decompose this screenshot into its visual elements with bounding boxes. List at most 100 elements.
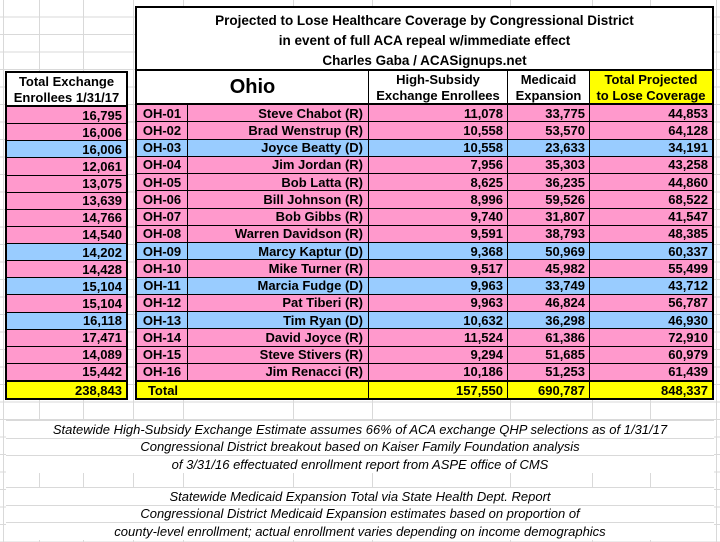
representative-name-cell: Bill Johnson (R) (188, 191, 369, 208)
total-exchange-enrollees-total-cell: 238,843 (7, 380, 126, 398)
high-subsidy-value-cell: 9,740 (369, 208, 508, 225)
total-coverage-value-cell: 55,499 (668, 260, 708, 276)
district-code-cell: OH-09 (137, 243, 188, 260)
district-row: OH-10 Mike Turner (R) 9,517 45,982 55,499 (137, 259, 712, 277)
high-subsidy-value-cell: 9,294 (369, 346, 508, 363)
total-label: Total (147, 382, 179, 398)
exchange-enrollees-cell: 16,006 (7, 123, 126, 141)
high-subsidy-value-cell: 9,963 (369, 294, 508, 311)
representative-name-cell: Steve Chabot (R) (188, 105, 369, 122)
high-subsidy-value-cell: 9,517 (369, 260, 508, 277)
high-subsidy-value-cell: 10,632 (369, 312, 508, 329)
exchange-enrollees-cell: 14,202 (7, 243, 126, 261)
exchange-enrollees-cell: 13,075 (7, 174, 126, 192)
table-header-row: Ohio High-Subsidy Exchange Enrollees Med… (137, 71, 712, 105)
state-name-cell: Ohio (137, 71, 369, 103)
medicaid-value-cell: 23,633 (508, 139, 590, 156)
total-projected-header-line2: to Lose Coverage (596, 88, 706, 103)
exchange-enrollees-cell: 16,795 (7, 107, 126, 124)
exchange-enrollees-cell: 14,540 (7, 225, 126, 243)
footnote-line: Congressional District Medicaid Expansio… (6, 504, 714, 522)
district-code-cell: OH-06 (137, 191, 188, 208)
total-coverage-value-cell: 43,258 (668, 157, 708, 173)
column-header-high-subsidy: High-Subsidy Exchange Enrollees (369, 71, 508, 103)
representative-name-cell: Tim Ryan (D) (188, 312, 369, 329)
medicaid-header-line1: Medicaid (520, 72, 577, 87)
total-exchange-enrollees-header: Total Exchange Enrollees 1/31/17 (7, 73, 126, 107)
district-code-cell: OH-14 (137, 329, 188, 346)
district-row: OH-12 Pat Tiberi (R) 9,963 46,824 56,787 (137, 293, 712, 311)
exchange-enrollees-cell: 15,104 (7, 294, 126, 312)
left-panel-rows: 16,795 16,006 16,006 12,061 13,075 13,639 14,7… (7, 107, 126, 380)
exchange-enrollees-cell: 14,428 (7, 260, 126, 278)
district-code-cell: OH-01 (137, 105, 188, 122)
medicaid-value-cell: 36,298 (508, 312, 590, 329)
district-code-cell: OH-10 (137, 260, 188, 277)
exchange-enrollees-cell: 16,006 (7, 140, 126, 158)
medicaid-value-cell: 35,303 (508, 156, 590, 173)
representative-name-cell: Brad Wenstrup (R) (188, 122, 369, 139)
total-medicaid-cell: 690,787 (508, 382, 590, 398)
exchange-enrollees-cell: 16,118 (7, 311, 126, 329)
exchange-enrollees-cell: 15,442 (7, 362, 126, 380)
representative-name-cell: Bob Latta (R) (188, 174, 369, 191)
total-coverage-value-cell: 60,337 (668, 243, 708, 259)
high-subsidy-value-cell: 11,524 (369, 329, 508, 346)
medicaid-value-cell: 59,526 (508, 191, 590, 208)
total-exchange-header-line2: Enrollees 1/31/17 (13, 90, 120, 105)
district-code-cell: OH-02 (137, 122, 188, 139)
medicaid-value-cell: 36,235 (508, 174, 590, 191)
total-coverage-value-cell: 46,930 (668, 312, 708, 328)
total-coverage-value-cell: 72,910 (668, 329, 708, 345)
medicaid-value-cell: 51,253 (508, 363, 590, 380)
high-subsidy-value-cell: 9,963 (369, 277, 508, 294)
total-high-subsidy-cell: 157,550 (369, 382, 508, 398)
high-subsidy-value-cell: 7,956 (369, 156, 508, 173)
exchange-enrollees-cell: 13,639 (7, 191, 126, 209)
exchange-enrollees-cell: 14,766 (7, 208, 126, 226)
footnote-block-exchange: Statewide High-Subsidy Exchange Estimate… (6, 420, 714, 473)
table-total-row: Total 157,550 690,787 848,337 (137, 380, 712, 398)
exchange-enrollees-cell: 17,471 (7, 328, 126, 346)
representative-name-cell: Bob Gibbs (R) (188, 208, 369, 225)
district-row: OH-13 Tim Ryan (D) 10,632 36,298 46,930 (137, 311, 712, 329)
representative-name-cell: Mike Turner (R) (188, 260, 369, 277)
district-code-cell: OH-15 (137, 346, 188, 363)
medicaid-value-cell: 31,807 (508, 208, 590, 225)
total-coverage-cell: 848,337 (661, 382, 708, 398)
total-coverage-value-cell: 61,439 (668, 364, 708, 380)
medicaid-value-cell: 33,775 (508, 105, 590, 122)
medicaid-value-cell: 38,793 (508, 225, 590, 242)
high-subsidy-header-line2: Exchange Enrollees (376, 88, 500, 103)
representative-name-cell: Marcia Fudge (D) (188, 277, 369, 294)
high-subsidy-value-cell: 9,591 (369, 225, 508, 242)
district-row: OH-16 Jim Renacci (R) 10,186 51,253 61,439 (137, 362, 712, 380)
district-row: OH-15 Steve Stivers (R) 9,294 51,685 60,979 (137, 345, 712, 363)
total-coverage-value-cell: 68,522 (668, 191, 708, 207)
high-subsidy-value-cell: 8,996 (369, 191, 508, 208)
district-code-cell: OH-12 (137, 294, 188, 311)
total-coverage-value-cell: 56,787 (668, 295, 708, 311)
medicaid-value-cell: 61,386 (508, 329, 590, 346)
representative-name-cell: Warren Davidson (R) (188, 225, 369, 242)
district-row: OH-09 Marcy Kaptur (D) 9,368 50,969 60,337 (137, 242, 712, 260)
medicaid-header-line2: Expansion (515, 88, 582, 103)
footnote-line: of 3/31/16 effectuated enrollment report… (6, 455, 714, 473)
high-subsidy-value-cell: 11,078 (369, 105, 508, 122)
table-title-line3: Charles Gaba / ACASignups.net (322, 53, 527, 68)
total-coverage-value-cell: 64,128 (668, 122, 708, 138)
high-subsidy-value-cell: 10,558 (369, 139, 508, 156)
total-coverage-value-cell: 44,860 (668, 174, 708, 190)
medicaid-value-cell: 50,969 (508, 243, 590, 260)
district-row: OH-05 Bob Latta (R) 8,625 36,235 44,860 (137, 173, 712, 191)
representative-name-cell: Jim Jordan (R) (188, 156, 369, 173)
district-code-cell: OH-16 (137, 363, 188, 380)
district-row: OH-04 Jim Jordan (R) 7,956 35,303 43,258 (137, 155, 712, 173)
total-coverage-value-cell: 60,979 (668, 347, 708, 363)
district-code-cell: OH-13 (137, 312, 188, 329)
district-row: OH-03 Joyce Beatty (D) 10,558 23,633 34,191 (137, 138, 712, 156)
district-code-cell: OH-07 (137, 208, 188, 225)
total-coverage-value-cell: 34,191 (668, 140, 708, 156)
district-row: OH-01 Steve Chabot (R) 11,078 33,775 44,853 (137, 105, 712, 122)
district-code-cell: OH-03 (137, 139, 188, 156)
